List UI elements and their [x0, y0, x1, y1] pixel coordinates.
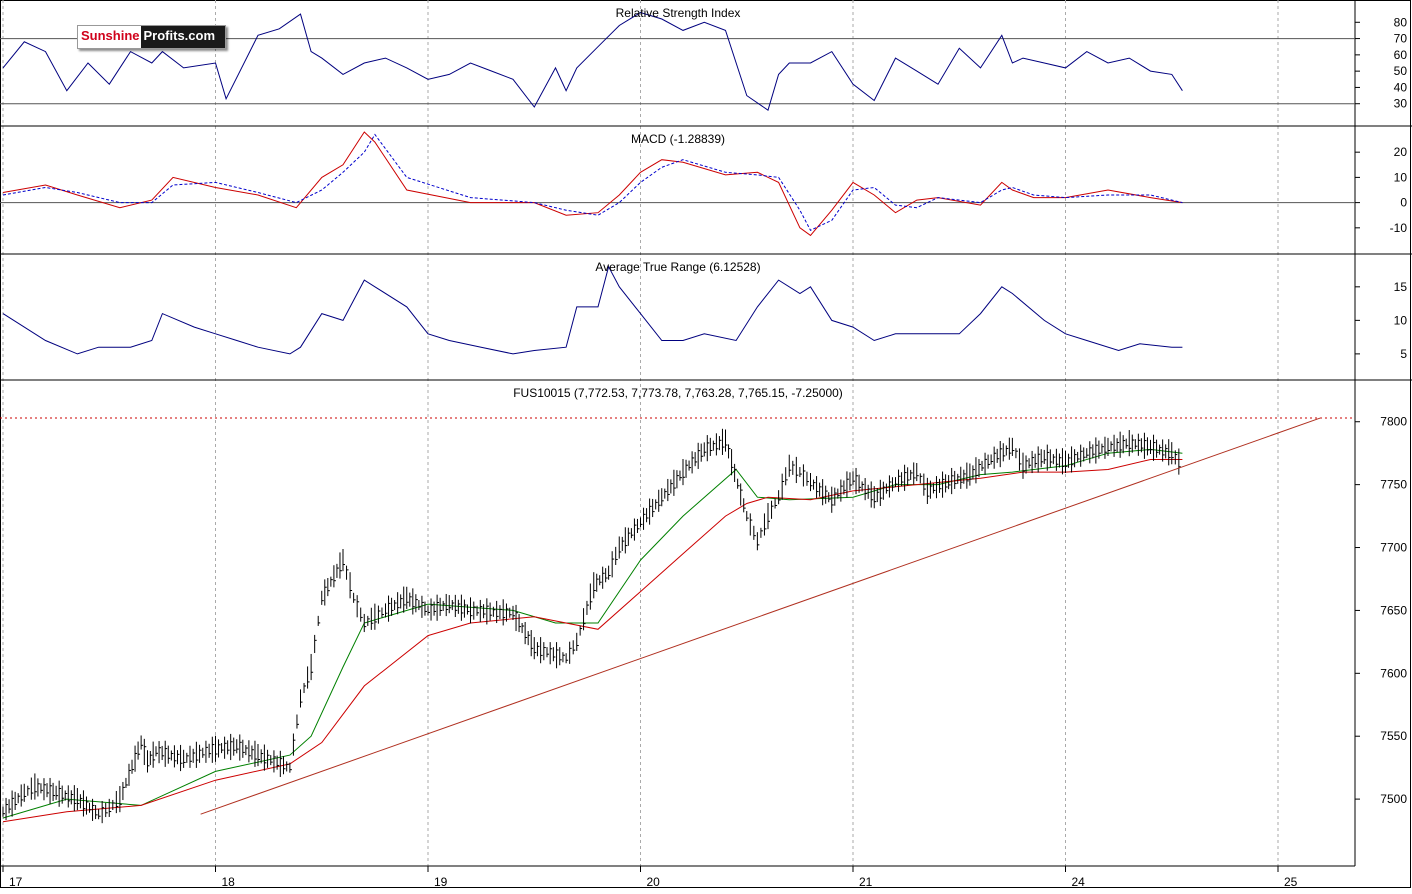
x-tick-label-5: 24: [1072, 875, 1086, 889]
y-tick-label-3-6: 7800: [1380, 415, 1407, 429]
y-tick-label-0-0: 30: [1394, 97, 1408, 111]
y-tick-label-0-5: 80: [1394, 15, 1408, 29]
x-tick-label-4: 21: [859, 875, 873, 889]
y-tick-label-3-1: 7550: [1380, 729, 1407, 743]
y-tick-label-3-0: 7500: [1380, 792, 1407, 806]
y-tick-label-0-2: 50: [1394, 64, 1408, 78]
series-line-2-0: [2, 265, 1183, 355]
trend-line: [200, 417, 1321, 815]
y-tick-label-1-3: 20: [1394, 145, 1408, 159]
y-tick-label-1-1: 0: [1400, 196, 1407, 210]
x-tick-label-6: 25: [1284, 875, 1298, 889]
series-line-3-0: [2, 448, 1183, 819]
logo-text-profits: Profits.com: [140, 26, 226, 48]
y-tick-label-0-1: 40: [1394, 80, 1408, 94]
panel-title-3: FUS10015 (7,772.53, 7,773.78, 7,763.28, …: [513, 386, 843, 400]
y-tick-label-1-0: -10: [1390, 221, 1408, 235]
y-tick-label-0-4: 70: [1394, 32, 1408, 46]
panel-title-1: MACD (-1.28839): [631, 132, 725, 146]
series-line-1-1: [2, 133, 1183, 231]
panel-title-0: Relative Strength Index: [616, 6, 741, 20]
x-tick-label-2: 19: [434, 875, 448, 889]
y-tick-label-2-2: 15: [1394, 280, 1408, 294]
x-tick-label-3: 20: [647, 875, 661, 889]
series-line-0-0: [2, 11, 1183, 112]
x-tick-label-0: 17: [9, 875, 23, 889]
logo-text-sunshine: Sunshine: [81, 28, 140, 43]
y-tick-label-2-0: 5: [1400, 347, 1407, 361]
panel-title-2: Average True Range (6.12528): [595, 260, 760, 274]
price-bars: [2, 428, 1181, 824]
y-tick-label-3-5: 7750: [1380, 478, 1407, 492]
series-line-3-1: [2, 459, 1183, 823]
y-tick-label-3-3: 7650: [1380, 603, 1407, 617]
y-tick-label-2-1: 10: [1394, 313, 1408, 327]
y-tick-label-3-2: 7600: [1380, 666, 1407, 680]
series-line-1-0: [2, 131, 1183, 237]
y-tick-label-3-4: 7700: [1380, 541, 1407, 555]
x-tick-label-1: 18: [222, 875, 236, 889]
y-tick-label-0-3: 60: [1394, 48, 1408, 62]
sunshine-profits-logo: Sunshine Profits.com: [77, 25, 227, 49]
y-tick-label-1-2: 10: [1394, 170, 1408, 184]
